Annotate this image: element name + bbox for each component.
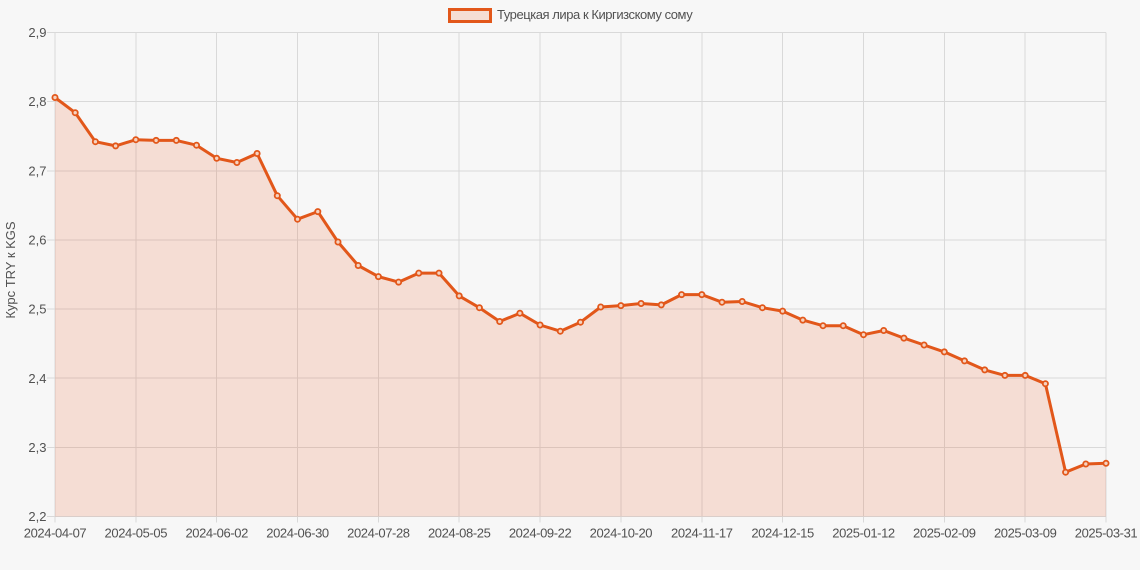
svg-text:2024-06-02: 2024-06-02 xyxy=(185,526,248,541)
svg-text:2,8: 2,8 xyxy=(28,94,46,109)
svg-text:2,3: 2,3 xyxy=(28,440,46,455)
svg-text:2025-02-09: 2025-02-09 xyxy=(913,526,976,541)
svg-text:2024-04-07: 2024-04-07 xyxy=(24,526,87,541)
svg-text:Курс TRY к KGS: Курс TRY к KGS xyxy=(3,221,18,318)
svg-text:2,4: 2,4 xyxy=(28,371,46,386)
svg-text:Турецкая лира к Киргизскому со: Турецкая лира к Киргизскому сому xyxy=(497,7,693,22)
svg-text:2024-11-17: 2024-11-17 xyxy=(671,526,733,541)
svg-text:2,9: 2,9 xyxy=(28,25,46,40)
svg-text:2024-09-22: 2024-09-22 xyxy=(509,526,572,541)
svg-text:2024-12-15: 2024-12-15 xyxy=(751,526,814,541)
svg-text:2024-05-05: 2024-05-05 xyxy=(105,526,168,541)
svg-text:2,2: 2,2 xyxy=(28,509,46,524)
svg-text:2024-08-25: 2024-08-25 xyxy=(428,526,491,541)
svg-text:2,7: 2,7 xyxy=(28,163,46,178)
svg-text:2,6: 2,6 xyxy=(28,233,46,248)
svg-text:2024-06-30: 2024-06-30 xyxy=(266,526,329,541)
svg-text:2,5: 2,5 xyxy=(28,302,46,317)
svg-text:2025-03-09: 2025-03-09 xyxy=(994,526,1057,541)
svg-text:2024-07-28: 2024-07-28 xyxy=(347,526,410,541)
svg-text:2024-10-20: 2024-10-20 xyxy=(590,526,653,541)
svg-text:2025-03-31: 2025-03-31 xyxy=(1075,526,1138,541)
svg-text:2025-01-12: 2025-01-12 xyxy=(832,526,895,541)
